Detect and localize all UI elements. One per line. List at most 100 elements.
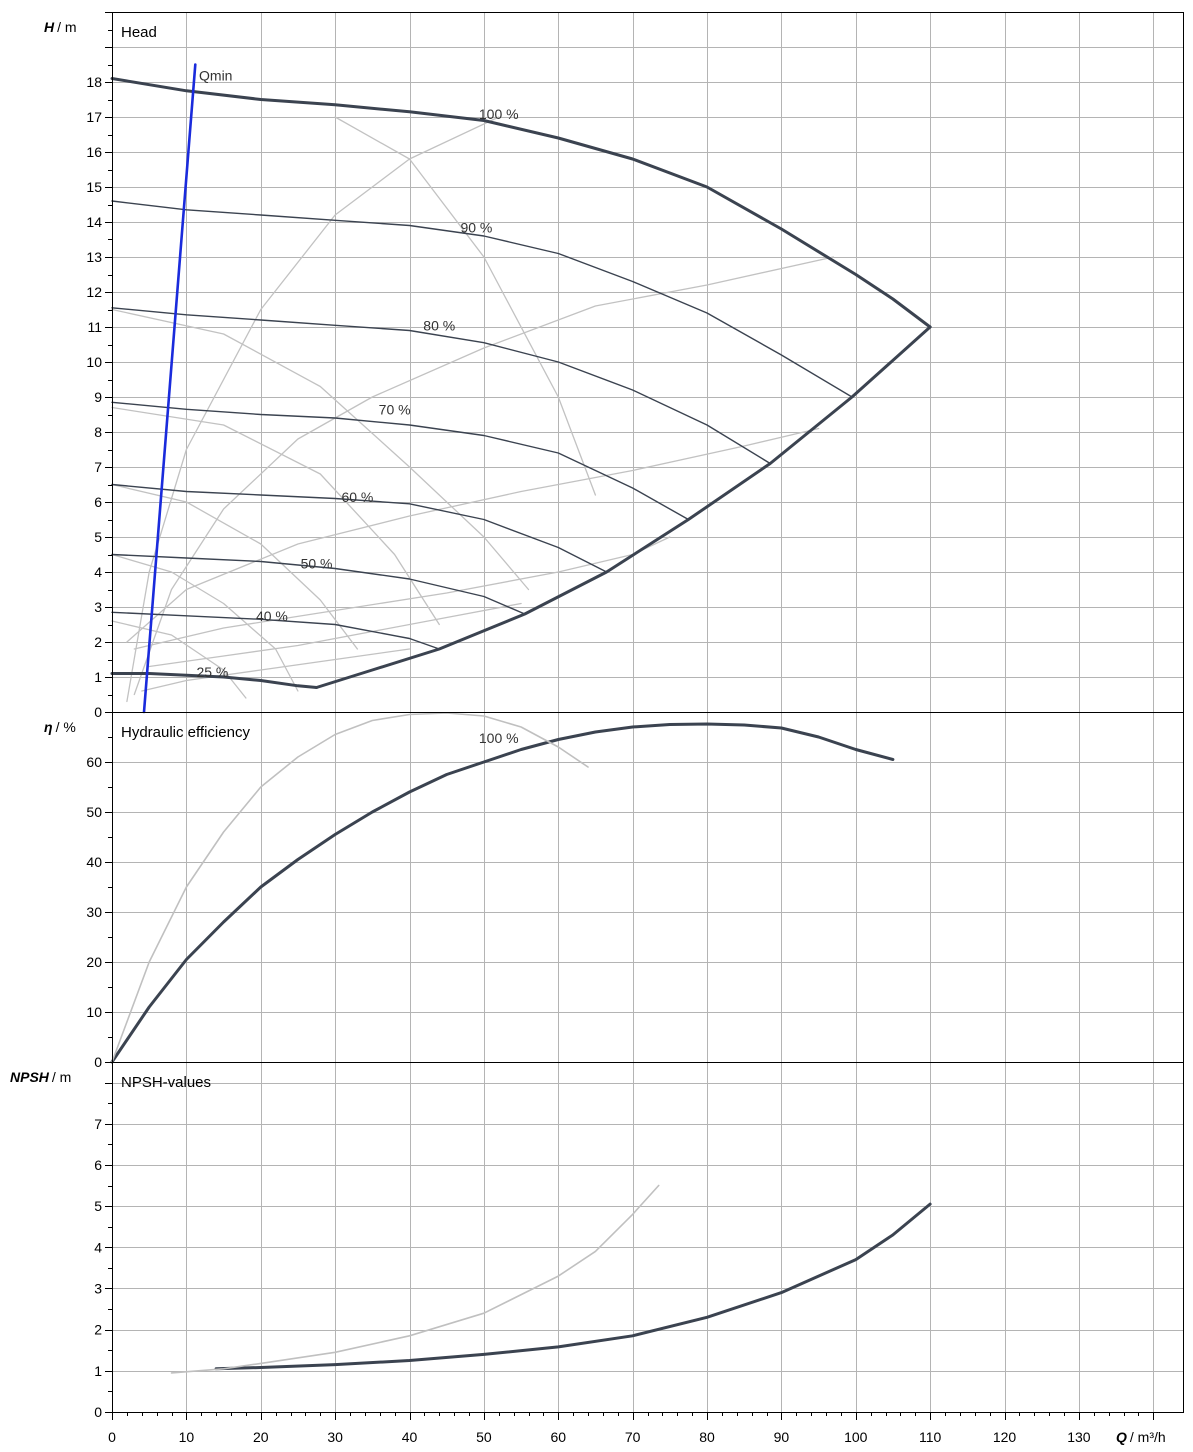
- y-tick-label: 0: [94, 1404, 102, 1420]
- x-tick-label: 0: [108, 1429, 116, 1445]
- y-tick-label: 20: [86, 954, 102, 970]
- series-label: 90 %: [460, 220, 492, 236]
- series-label: 70 %: [379, 402, 411, 418]
- x-axis-label: Q / m³/h: [1116, 1429, 1166, 1445]
- efficiency-isoline: [111, 308, 530, 591]
- y-tick-label: 16: [86, 144, 102, 160]
- panel-frame: [111, 711, 1185, 1064]
- efficiency-isoline: [133, 536, 671, 650]
- panel-title: NPSH-values: [121, 1074, 211, 1091]
- series-line-comparison: [111, 712, 589, 1063]
- efficiency-isoline: [111, 553, 299, 692]
- y-tick-label: 7: [94, 1116, 102, 1132]
- efficiency-isoline: [126, 427, 820, 643]
- efficiency-isoline: [111, 620, 247, 699]
- x-tick-label: 30: [327, 1429, 343, 1445]
- x-tick-label: 90: [774, 1429, 790, 1445]
- y-tick-label: 13: [86, 249, 102, 265]
- series-line-40-: [111, 611, 440, 650]
- y-tick-label: 1: [94, 669, 102, 685]
- y-tick-label: 10: [86, 354, 102, 370]
- y-tick-label: 4: [94, 1239, 102, 1255]
- y-axis-symbol: H: [44, 19, 55, 35]
- y-axis-symbol: NPSH: [10, 1069, 50, 1085]
- y-tick-label: 6: [94, 494, 102, 510]
- y-tick-label: 8: [94, 424, 102, 440]
- y-tick-label: 5: [94, 529, 102, 545]
- x-tick-label: 10: [179, 1429, 195, 1445]
- y-tick-label: 18: [86, 74, 102, 90]
- efficiency-isoline: [334, 116, 597, 496]
- y-axis-unit: / m: [57, 19, 76, 35]
- panel-frame: [111, 1061, 1185, 1414]
- y-tick-label: 6: [94, 1157, 102, 1173]
- series-line-25-: [110, 672, 318, 689]
- panel-title: Hydraulic efficiency: [121, 724, 250, 741]
- efficiency-isoline: [133, 256, 835, 696]
- series-line-80-: [111, 307, 771, 465]
- efficiency-isoline: [148, 602, 522, 668]
- series-line-90-: [111, 200, 853, 398]
- curve-layer: [110, 63, 932, 1374]
- y-tick-label: 11: [87, 319, 102, 335]
- y-tick-label: 60: [86, 754, 102, 770]
- series-label: 40 %: [256, 608, 288, 624]
- x-tick-label: 130: [1067, 1429, 1091, 1445]
- y-tick-label: 2: [94, 634, 102, 650]
- x-tick-label: 40: [402, 1429, 418, 1445]
- qmin-label: Qmin: [199, 67, 232, 83]
- panel-title: Head: [121, 24, 157, 41]
- series-line-100-: [110, 722, 895, 1064]
- x-axis-unit: / m³/h: [1130, 1429, 1166, 1445]
- y-tick-label: 9: [94, 389, 102, 405]
- x-tick-label: 70: [625, 1429, 641, 1445]
- x-tick-label: 110: [919, 1429, 942, 1445]
- y-tick-label: 12: [86, 284, 102, 300]
- x-tick-label: 60: [550, 1429, 566, 1445]
- y-tick-label: 17: [86, 109, 102, 125]
- y-axis-label: η / %: [44, 719, 76, 735]
- series-label: 50 %: [301, 556, 333, 572]
- efficiency-isoline: [141, 648, 411, 692]
- series-line-50-: [111, 553, 526, 615]
- y-axis-label: NPSH / m: [10, 1069, 71, 1085]
- y-tick-label: 3: [94, 1280, 102, 1296]
- efficiency-isoline: [111, 406, 440, 626]
- series-line-100-: [110, 77, 932, 329]
- series-label: 25 %: [196, 664, 228, 680]
- y-tick-label: 10: [86, 1004, 102, 1020]
- series-label: 100 %: [479, 730, 519, 746]
- y-axis-unit: / m: [52, 1069, 71, 1085]
- y-tick-label: 40: [86, 854, 102, 870]
- series-label: 100 %: [479, 106, 519, 122]
- y-tick-label: 2: [94, 1322, 102, 1338]
- x-tick-label: 50: [476, 1429, 492, 1445]
- x-tick-label: 20: [253, 1429, 269, 1445]
- y-tick-label: 30: [86, 904, 102, 920]
- y-tick-label: 50: [86, 804, 102, 820]
- y-tick-label: 3: [94, 599, 102, 615]
- series-label: 80 %: [423, 318, 455, 334]
- series-line-70-: [111, 401, 690, 521]
- y-tick-label: 0: [94, 1054, 102, 1070]
- efficiency-isolines: [111, 116, 835, 703]
- ticks-layer: [105, 12, 1154, 1420]
- series-line-limit: [315, 325, 932, 689]
- y-tick-label: 5: [94, 1198, 102, 1214]
- x-tick-label: 80: [699, 1429, 715, 1445]
- x-tick-label: 120: [993, 1429, 1017, 1445]
- y-tick-label: 0: [94, 704, 102, 720]
- series-line-60-: [111, 483, 608, 573]
- x-tick-label: 100: [844, 1429, 868, 1445]
- y-tick-label: 7: [94, 459, 102, 475]
- y-axis-symbol: η: [44, 719, 53, 735]
- y-tick-label: 4: [94, 564, 102, 580]
- y-axis-unit: / %: [56, 719, 76, 735]
- series-label: 60 %: [341, 489, 373, 505]
- y-axis-label: H / m: [44, 19, 77, 35]
- y-tick-label: 14: [86, 214, 102, 230]
- y-tick-label: 1: [94, 1363, 102, 1379]
- y-tick-label: 15: [86, 179, 102, 195]
